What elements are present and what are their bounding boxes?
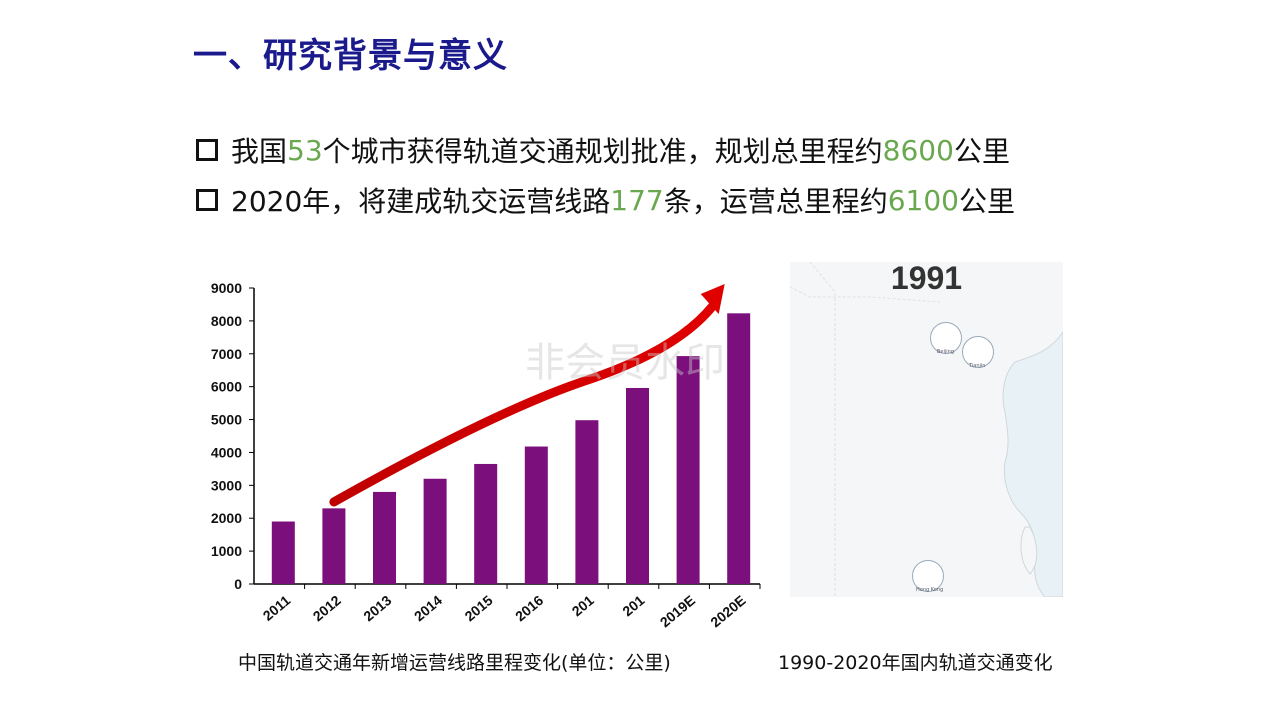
bar xyxy=(676,356,700,584)
map-city-beijing-icon xyxy=(930,322,962,354)
y-tick-label: 9000 xyxy=(211,280,242,296)
y-tick-label: 0 xyxy=(234,576,242,592)
border-line-2 xyxy=(790,286,941,303)
rail-map: 1991 Beijing Tianjin Hong Kong xyxy=(790,262,1063,597)
island xyxy=(1020,526,1038,575)
bar xyxy=(575,420,599,584)
map-city-hongkong-label: Hong Kong xyxy=(916,587,944,593)
map-city-tianjin-label: Tianjin xyxy=(969,363,986,369)
y-tick-label: 5000 xyxy=(211,412,242,428)
y-tick-label: 2000 xyxy=(211,510,242,526)
bar xyxy=(322,508,346,584)
bar xyxy=(271,521,295,584)
bar xyxy=(727,313,751,584)
bullet-2-value-lines: 177 xyxy=(610,183,664,217)
square-bullet-icon xyxy=(196,189,218,211)
bullet-1-text-b: 个城市获得轨道交通规划批准，规划总里程约 xyxy=(322,135,883,168)
bullet-1-text-a: 我国 xyxy=(231,135,288,168)
map-caption: 1990-2020年国内轨道交通变化 xyxy=(778,652,1053,674)
bullet-2-text-a: 2020年，将建成轨交运营线路 xyxy=(231,185,611,218)
bullet-2-value-km: 6100 xyxy=(887,183,959,217)
x-tick-label: 201 xyxy=(619,592,647,619)
bar xyxy=(423,478,447,584)
bullet-1-value-cities: 53 xyxy=(287,133,323,167)
bullet-1: 我国 53 个城市获得轨道交通规划批准，规划总里程约 8600 公里 xyxy=(196,130,1010,170)
square-bullet-icon xyxy=(196,139,218,161)
map-city-hongkong-icon xyxy=(912,560,944,592)
x-tick-label: 201 xyxy=(569,592,597,619)
x-tick-label: 2020E xyxy=(707,592,748,630)
x-tick-label: 2014 xyxy=(411,592,445,624)
trend-arrow-shaft xyxy=(329,301,718,507)
bar xyxy=(474,463,498,584)
y-tick-label: 3000 xyxy=(211,477,242,493)
bullet-1-text-c: 公里 xyxy=(953,135,1010,168)
y-tick-label: 8000 xyxy=(211,313,242,329)
bar xyxy=(373,491,396,584)
y-tick-label: 4000 xyxy=(211,444,242,460)
map-city-beijing-label: Beijing xyxy=(937,349,955,355)
chart-caption: 中国轨道交通年新增运营线路里程变化(单位：公里) xyxy=(238,652,671,674)
y-tick-label: 1000 xyxy=(211,543,242,559)
y-tick-label: 7000 xyxy=(211,346,242,362)
x-tick-label: 2016 xyxy=(512,592,546,624)
map-year: 1991 xyxy=(890,262,963,296)
x-tick-label: 2011 xyxy=(260,592,294,624)
x-tick-label: 2012 xyxy=(310,592,344,624)
map-city-tianjin-icon xyxy=(962,336,994,368)
bar-chart-svg: 0 1000 2000 3000 4000 5000 6000 7000 8000 9000 201… xyxy=(211,280,761,630)
slide-title: 一、研究背景与意义 xyxy=(193,36,508,76)
bar xyxy=(524,446,548,584)
bullet-2: 2020年，将建成轨交运营线路 177 条，运营总里程约 6100 公里 xyxy=(196,180,1015,220)
x-tick-label: 2015 xyxy=(461,592,495,624)
trend-arrow-head xyxy=(700,284,725,314)
y-tick-label: 6000 xyxy=(211,379,242,395)
bullet-1-value-km: 8600 xyxy=(882,133,954,167)
x-tick-label: 2013 xyxy=(360,592,394,624)
bullet-2-text-b: 条，运营总里程约 xyxy=(663,185,888,218)
x-tick-label: 2019E xyxy=(657,592,698,630)
bar-chart: 0 1000 2000 3000 4000 5000 6000 7000 8000 9000 201… xyxy=(192,272,764,642)
border-line xyxy=(809,262,836,597)
bullet-2-text-c: 公里 xyxy=(959,185,1016,218)
map-graphic xyxy=(790,262,1063,597)
bar xyxy=(626,387,649,584)
